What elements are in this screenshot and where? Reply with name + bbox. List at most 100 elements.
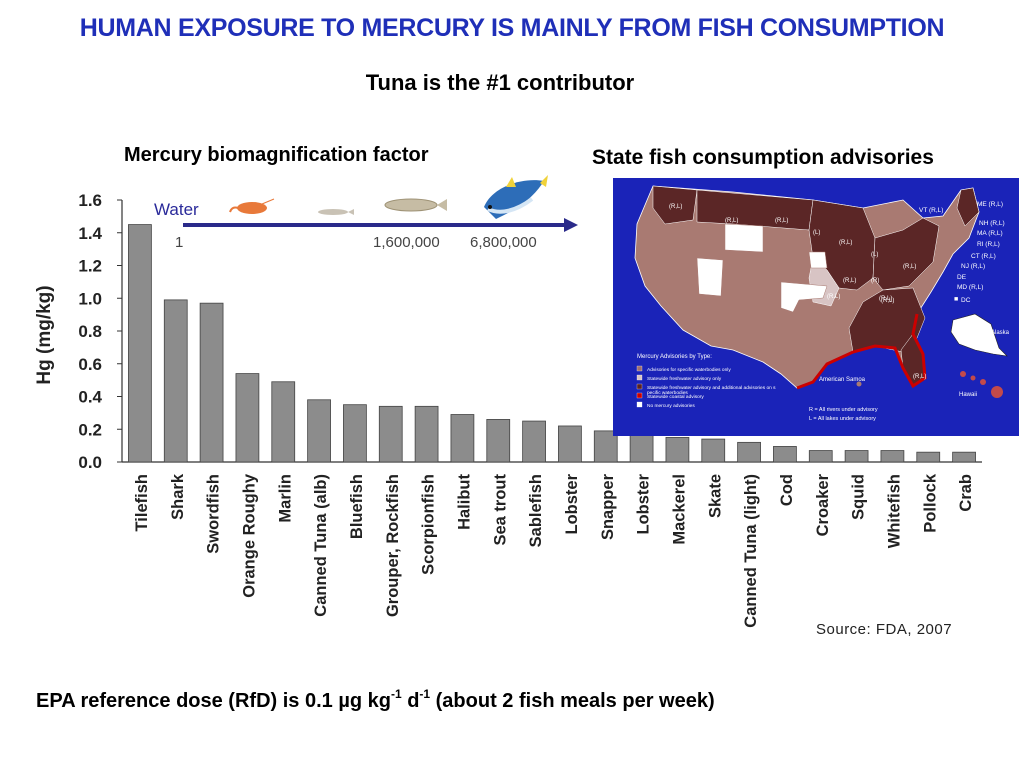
footer-mid: d [401, 690, 420, 712]
legend-swatch [636, 392, 643, 399]
bars [128, 224, 976, 463]
y-axis-label: Hg (mg/kg) [34, 285, 55, 384]
x-tick-label: Pollock [921, 473, 939, 533]
x-tick-label: Tilefish [133, 474, 151, 531]
state-tag: NJ (R,L) [961, 263, 985, 270]
legend-item-label: Advisories for specific waterbodies only [647, 367, 731, 373]
footer-prefix: EPA reference dose (RfD) is 0.1 µg kg [36, 690, 391, 712]
no-advisory-state [780, 281, 828, 313]
source-note: Source: FDA, 2007 [816, 621, 953, 638]
x-tick-label: Orange Roughy [240, 473, 258, 598]
legend-swatch [636, 374, 643, 381]
bar [916, 451, 941, 463]
hawaii-shape [960, 371, 1003, 398]
y-tick-label: 0.8 [78, 322, 102, 341]
bar [737, 441, 761, 463]
y-tick-label: 1.2 [78, 257, 102, 276]
legend-item-label: No mercury advisories [647, 403, 695, 409]
arrow-head-icon [564, 218, 578, 232]
x-tick-label: Swordfish [205, 474, 223, 554]
state-tag: DC [961, 297, 971, 304]
y-tick-label: 0.6 [78, 355, 102, 374]
x-tick-label: Crab [957, 474, 975, 512]
bar [522, 420, 546, 463]
y-tick-label: 1.0 [78, 289, 102, 308]
map-region-mark: (R,L) [669, 204, 682, 210]
chart-heading: Mercury biomagnification factor [124, 144, 429, 166]
map-legend: Advisories for specific waterbodies only… [636, 365, 776, 409]
legend-item-label: Statewide coastal advisory [647, 394, 704, 400]
bar [701, 438, 726, 463]
state-tag: NH (R,L) [979, 220, 1005, 227]
x-tick-label: Marlin [276, 474, 294, 523]
bar [773, 446, 797, 463]
map-region-mark: (R,L) [913, 374, 926, 380]
x-tick-label: Whitefish [885, 474, 903, 548]
y-tick-label: 1.6 [78, 191, 102, 210]
x-tick-label: Canned Tuna (alb) [312, 474, 330, 617]
medium-fish-icon [384, 198, 447, 212]
state-tag: CT (R,L) [971, 253, 996, 260]
x-tick-label: Lobster [635, 473, 653, 534]
bar [128, 224, 152, 463]
alaska-shape [950, 313, 1008, 357]
alaska-label: Alaska [991, 330, 1010, 336]
state-tag: DE [957, 274, 967, 281]
advisory-map-panel: (R,L) (R,L) (R,L) (L) (R,L) (L) (R,L) (R) (R,L) (… [613, 178, 1019, 436]
rfd-footnote: EPA reference dose (RfD) is 0.1 µg kg-1 … [36, 687, 715, 713]
state-tag: MD (R,L) [957, 284, 983, 291]
bar [880, 450, 905, 463]
biomagnification-strip: Water 1 1,600,000 6,800,000 [154, 175, 578, 251]
map-region-mark: (R,L) [775, 218, 788, 224]
x-tick-label: Shark [169, 473, 187, 520]
x-tick-label: Skate [706, 474, 724, 518]
bar [271, 381, 296, 463]
bar [343, 404, 367, 463]
footer-suffix: (about 2 fish meals per week) [430, 690, 715, 712]
footer-exponent-2: -1 [419, 687, 431, 701]
slide-title: HUMAN EXPOSURE TO MERCURY IS MAINLY FROM… [79, 14, 945, 42]
x-tick-label: Scorpionfish [420, 474, 438, 575]
shrimp-icon [229, 198, 275, 214]
small-fish-icon [318, 209, 354, 215]
map-region-mark: (R,L) [879, 296, 892, 302]
x-tick-label: Sea trout [491, 473, 509, 545]
x-tick-label: Snapper [599, 473, 617, 540]
x-tick-label: Grouper, Rockfish [384, 474, 402, 617]
bar [665, 437, 690, 463]
no-advisory-state [724, 223, 764, 253]
bar [235, 373, 260, 463]
y-tick-label: 1.4 [78, 224, 102, 243]
bar [593, 430, 618, 463]
samoa-label: American Samoa [819, 377, 866, 383]
x-tick-label: Croaker [814, 473, 832, 536]
map-region-mark: (L) [813, 230, 820, 236]
statewide-advisory-region [848, 287, 926, 353]
map-region-mark: (R,L) [827, 294, 840, 300]
x-tick-label: Squid [850, 474, 868, 520]
map-key-note-rivers: R = All rivers under advisory [809, 407, 878, 413]
state-tag: VT (R,L) [919, 207, 943, 214]
no-advisory-state [808, 251, 828, 269]
water-label: Water [154, 200, 199, 219]
state-tags: ME (R,L) VT (R,L) NH (R,L) MA (R,L) RI (R,L)… [919, 201, 1005, 304]
footer-exponent-1: -1 [390, 687, 402, 701]
bar [378, 405, 403, 463]
map-region-mark: (L) [871, 252, 878, 258]
tuna-icon [484, 175, 548, 219]
state-tag: ME (R,L) [977, 201, 1003, 208]
no-advisory-state [696, 257, 724, 297]
x-tick-label: Halibut [455, 474, 473, 530]
bmf-value-tuna: 6,800,000 [470, 234, 537, 251]
x-tick-label: Cod [778, 474, 796, 506]
map-key-note-lakes: L = All lakes under advisory [809, 416, 876, 422]
map-region-mark: (R) [871, 278, 879, 284]
bar [629, 432, 654, 463]
bmf-value-water: 1 [175, 234, 183, 251]
y-tick-label: 0.2 [78, 420, 102, 439]
legend-swatch [636, 401, 643, 408]
y-axis: 0.0 0.2 0.4 0.6 0.8 1.0 1.2 1.4 1.6 [78, 191, 982, 472]
map-region-mark: (R,L) [903, 264, 916, 270]
legend-swatch [636, 383, 643, 390]
map-region-mark: (R,L) [725, 218, 738, 224]
